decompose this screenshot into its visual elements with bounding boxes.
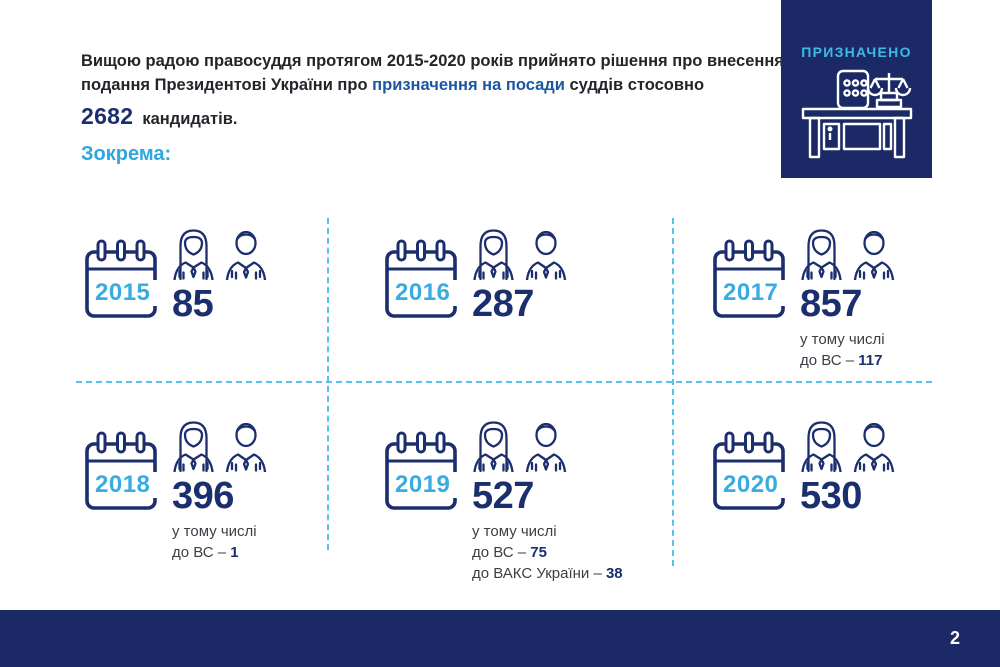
- appointments-count: 396: [172, 475, 234, 517]
- divider-vertical-right: [672, 218, 674, 566]
- female-judge-icon: [172, 226, 216, 280]
- appointments-details: у тому числі до ВС – 75 до ВАКС України …: [472, 521, 623, 584]
- year-card-2015: 2015 85: [80, 226, 352, 422]
- calendar-icon: 2015: [83, 238, 163, 320]
- appointments-count: 530: [800, 475, 862, 517]
- appointments-details: у тому числі до ВС – 117: [800, 329, 896, 371]
- judges-icons: [800, 226, 896, 282]
- year-card-2018: 2018 396 у тому числі до ВС – 1: [80, 418, 352, 614]
- appointments-details: у тому числі до ВС – 1: [172, 521, 268, 563]
- appointments-count: 85: [172, 283, 214, 325]
- calendar-year: 2020: [720, 471, 782, 499]
- female-judge-icon: [172, 418, 216, 472]
- detail-line: у тому числі: [472, 523, 557, 540]
- male-judge-icon: [852, 226, 896, 280]
- female-judge-icon: [472, 226, 516, 280]
- appointments-count: 287: [472, 283, 534, 325]
- divider-vertical-left: [327, 218, 329, 550]
- appointments-count: 527: [472, 475, 534, 517]
- calendar-icon: 2017: [711, 238, 791, 320]
- judges-icons: [172, 226, 268, 282]
- calendar-year: 2015: [92, 279, 154, 307]
- detail-line: до ВС – 117: [800, 352, 883, 369]
- appointed-badge-label: ПРИЗНАЧЕНО: [801, 44, 912, 60]
- detail-line: до ВС – 75: [472, 544, 547, 561]
- detail-line: у тому числі: [800, 331, 885, 348]
- calendar-icon: 2019: [383, 430, 463, 512]
- calendar-year: 2018: [92, 471, 154, 499]
- calendar-icon: 2020: [711, 430, 791, 512]
- calendar-icon: 2018: [83, 430, 163, 512]
- calendar-year: 2019: [392, 471, 454, 499]
- year-card-2017: 2017 857 у тому числі до ВС – 117: [708, 226, 980, 422]
- female-judge-icon: [472, 418, 516, 472]
- judge-desk-icon: [801, 69, 913, 159]
- subheading: Зокрема:: [81, 143, 172, 165]
- total-candidates-number: 2682: [81, 103, 134, 129]
- male-judge-icon: [224, 418, 268, 472]
- judges-icons: [472, 418, 623, 474]
- detail-line: до ВС – 1: [172, 544, 239, 561]
- year-card-2019: 2019 527 у тому числі до ВС – 75 до ВАКС…: [380, 418, 652, 614]
- page-number: 2: [949, 628, 960, 648]
- total-candidates-suffix: кандидатів.: [142, 110, 238, 128]
- male-judge-icon: [852, 418, 896, 472]
- judges-icons: [472, 226, 568, 282]
- male-judge-icon: [524, 418, 568, 472]
- footer-bar: 2: [0, 610, 1000, 667]
- female-judge-icon: [800, 418, 844, 472]
- intro-line-2: подання Президентові України про признач…: [81, 76, 705, 94]
- female-judge-icon: [800, 226, 844, 280]
- male-judge-icon: [524, 226, 568, 280]
- calendar-year: 2017: [720, 279, 782, 307]
- appointed-badge: ПРИЗНАЧЕНО: [781, 0, 932, 178]
- appointments-count: 857: [800, 283, 862, 325]
- male-judge-icon: [224, 226, 268, 280]
- total-line: 2682 кандидатів.: [81, 104, 791, 131]
- calendar-year: 2016: [392, 279, 454, 307]
- detail-line: у тому числі: [172, 523, 257, 540]
- year-card-2020: 2020 530: [708, 418, 980, 614]
- year-card-2016: 2016 287: [380, 226, 652, 422]
- calendar-icon: 2016: [383, 238, 463, 320]
- highlighted-phrase: призначення на посади: [372, 76, 565, 94]
- judges-icons: [800, 418, 896, 474]
- judges-icons: [172, 418, 268, 474]
- detail-line: до ВАКС України – 38: [472, 565, 623, 582]
- divider-horizontal: [76, 381, 932, 383]
- intro-line-1: Вищою радою правосуддя протягом 2015-202…: [81, 52, 784, 70]
- intro-paragraph: Вищою радою правосуддя протягом 2015-202…: [81, 49, 791, 131]
